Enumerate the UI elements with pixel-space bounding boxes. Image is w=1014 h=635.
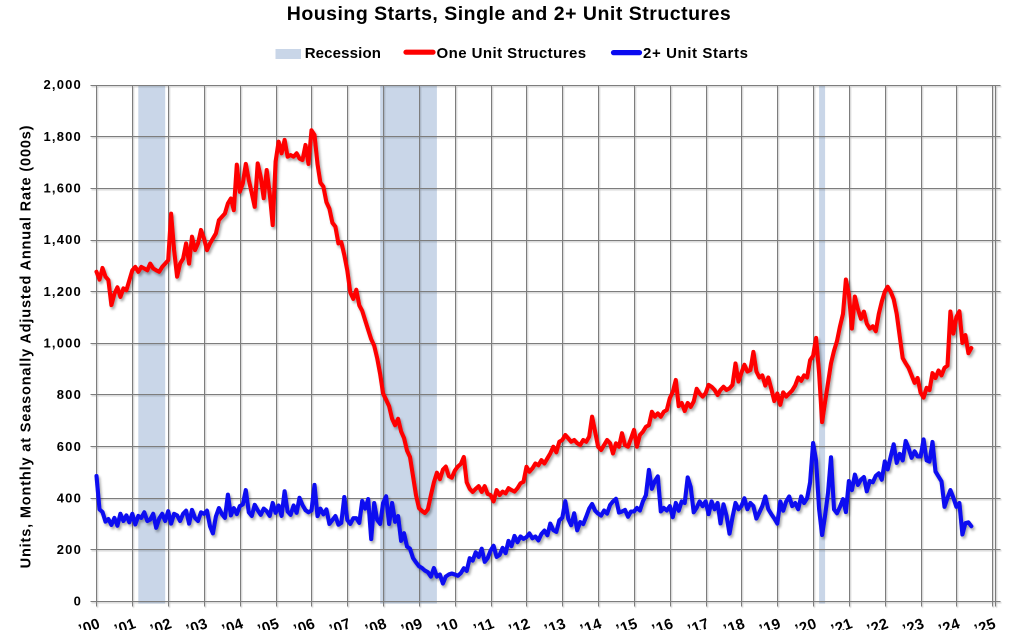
svg-text:2+ Unit Starts: 2+ Unit Starts bbox=[643, 45, 749, 62]
svg-text:2,000: 2,000 bbox=[43, 77, 82, 92]
svg-text:200: 200 bbox=[57, 542, 82, 557]
svg-text:One Unit Structures: One Unit Structures bbox=[437, 45, 587, 62]
svg-text:1,800: 1,800 bbox=[43, 129, 82, 144]
svg-text:0: 0 bbox=[74, 594, 82, 609]
svg-text:1,400: 1,400 bbox=[43, 232, 82, 247]
svg-text:Recession: Recession bbox=[305, 45, 381, 62]
svg-text:600: 600 bbox=[57, 439, 82, 454]
svg-text:400: 400 bbox=[57, 490, 82, 505]
svg-text:1,000: 1,000 bbox=[43, 336, 82, 351]
svg-text:800: 800 bbox=[57, 387, 82, 402]
svg-text:Housing Starts, Single and 2+: Housing Starts, Single and 2+ Unit Struc… bbox=[287, 3, 732, 25]
svg-text:1,200: 1,200 bbox=[43, 284, 82, 299]
svg-text:Units, Monthly at Seasonally A: Units, Monthly at Seasonally Adjusted An… bbox=[19, 125, 35, 569]
svg-text:1,600: 1,600 bbox=[43, 181, 82, 196]
